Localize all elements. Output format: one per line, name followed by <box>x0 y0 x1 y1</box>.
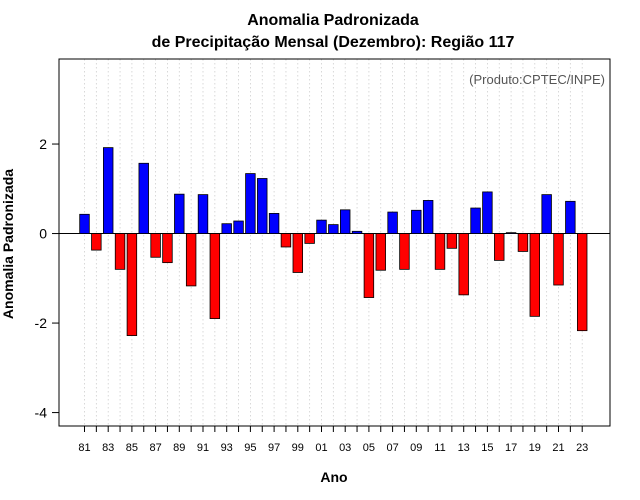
x-axis-title: Ano <box>320 469 347 485</box>
bar-86 <box>138 162 149 234</box>
bar-85 <box>126 233 138 336</box>
x-tick-label: 19 <box>529 442 541 454</box>
bar-01 <box>316 219 327 234</box>
x-tick-label: 97 <box>268 442 280 454</box>
x-tick-label: 01 <box>315 442 327 454</box>
x-tick-label: 81 <box>78 442 90 454</box>
x-tick-label: 91 <box>197 442 209 454</box>
bar-16 <box>494 233 505 261</box>
bar-12 <box>446 233 458 249</box>
bar-11 <box>434 233 446 270</box>
x-tick-label: 15 <box>481 442 493 454</box>
bar-92 <box>209 233 221 319</box>
bar-06 <box>375 233 386 271</box>
bar-98 <box>280 233 292 248</box>
x-tick-label: 17 <box>505 442 517 454</box>
plot-area-border <box>58 58 611 427</box>
x-tick-label: 03 <box>339 442 351 454</box>
bar-19 <box>529 233 541 317</box>
bar-22 <box>565 200 576 234</box>
bar-00 <box>304 233 315 244</box>
x-axis: 81 83 85 87 89 91 93 95 97 99 01 03 05 07 09 11 13 15 17 19… <box>78 426 588 454</box>
x-tick-label: 83 <box>102 442 114 454</box>
y-axis: -4 -2 0 2 <box>35 136 59 421</box>
x-tick-label: 93 <box>221 442 233 454</box>
bar-21 <box>553 233 564 286</box>
bar-18 <box>517 233 529 252</box>
bar-17 <box>505 232 517 234</box>
x-tick-label: 09 <box>410 442 422 454</box>
bars-group <box>79 147 588 336</box>
y-tick-label: -2 <box>35 315 48 331</box>
bar-83 <box>103 147 114 234</box>
y-axis-title: Anomalia Padronizada <box>0 169 16 319</box>
x-tick-label: 89 <box>173 442 185 454</box>
y-tick-label: 0 <box>39 226 47 242</box>
bar-20 <box>541 194 552 234</box>
bar-15 <box>482 191 493 234</box>
bar-91 <box>197 194 209 234</box>
bar-13 <box>458 233 469 296</box>
bar-97 <box>268 213 280 234</box>
x-tick-label: 99 <box>292 442 304 454</box>
bar-89 <box>174 193 185 234</box>
bar-08 <box>399 233 410 270</box>
bar-96 <box>257 178 268 234</box>
x-tick-label: 21 <box>552 442 564 454</box>
bar-10 <box>422 200 434 234</box>
chart-title-line2: de Precipitação Mensal (Dezembro): Regiã… <box>152 34 515 51</box>
chart-title-line1: Anomalia Padronizada <box>247 12 419 29</box>
bar-95 <box>245 173 256 234</box>
x-tick-label: 07 <box>386 442 398 454</box>
bar-82 <box>91 233 102 251</box>
bar-93 <box>221 223 232 234</box>
x-tick-label: 95 <box>244 442 256 454</box>
bar-05 <box>363 233 375 298</box>
x-tick-label: 05 <box>363 442 375 454</box>
x-tick-label: 85 <box>126 442 138 454</box>
bar-88 <box>162 233 173 264</box>
bar-02 <box>328 224 339 234</box>
bar-87 <box>150 233 161 258</box>
y-tick-label: -4 <box>35 405 48 421</box>
bar-03 <box>339 209 351 234</box>
bar-90 <box>185 233 197 287</box>
credit-text: (Produto:CPTEC/INPE) <box>469 72 605 87</box>
y-tick-label: 2 <box>39 136 47 152</box>
bar-94 <box>233 220 244 234</box>
bar-14 <box>470 207 481 234</box>
bar-99 <box>292 233 304 273</box>
x-tick-label: 23 <box>576 442 588 454</box>
bar-04 <box>351 230 363 234</box>
bar-84 <box>114 233 126 270</box>
vertical-gridlines <box>84 59 583 426</box>
bar-07 <box>387 211 398 234</box>
bar-23 <box>577 233 588 332</box>
bar-81 <box>79 213 90 234</box>
x-tick-label: 87 <box>149 442 161 454</box>
x-tick-label: 13 <box>458 442 470 454</box>
bar-09 <box>411 209 422 234</box>
x-tick-label: 11 <box>434 442 445 454</box>
